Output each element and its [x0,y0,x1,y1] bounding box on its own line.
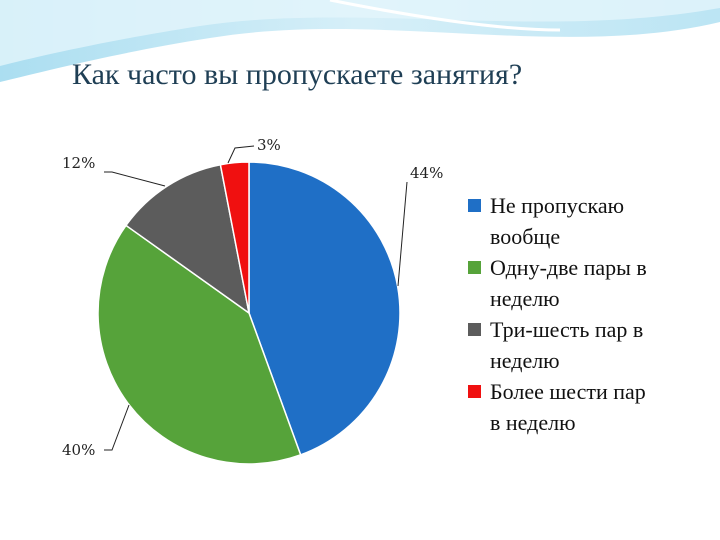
slice-three-six-per-week [124,163,251,315]
legend-label: в неделю [490,410,576,435]
legend-label: неделю [490,348,560,373]
chart-title: Как часто вы пропускаете занятия? [72,58,523,91]
legend-swatch [468,199,481,212]
legend-label: Более шести пар [490,379,646,404]
legend-swatch [468,385,481,398]
slice-one-two-per-week [97,224,302,465]
legend-swatch [468,261,481,274]
data-label: 40% [62,441,95,459]
legend-label: Три-шесть пар в [490,317,644,342]
legend-item: Не пропускаю вообще [466,190,706,252]
legend-item: Три-шесть пар в неделю [466,314,706,376]
leader-line [104,404,130,451]
leader-line [397,181,408,287]
header-wave-decoration [0,0,720,82]
data-label: 12% [62,154,95,172]
legend-label: вообще [490,224,561,249]
chart-legend: Не пропускаю вообще Одну-две пары в неделю Т… [466,190,706,438]
legend-item: Одну-две пары в неделю [466,252,706,314]
legend-item: Более шести пар в неделю [466,376,706,438]
slice-more-than-six-per-week [219,161,250,314]
leader-line [104,171,166,187]
legend-label: Одну-две пары в [490,255,647,280]
slice-no-skips [248,161,401,456]
leader-line [227,145,255,164]
legend-label: Не пропускаю [490,193,625,218]
data-label: 44% [410,164,443,182]
legend-swatch [468,323,481,336]
legend-label: неделю [490,286,560,311]
data-label: 3% [257,136,281,154]
